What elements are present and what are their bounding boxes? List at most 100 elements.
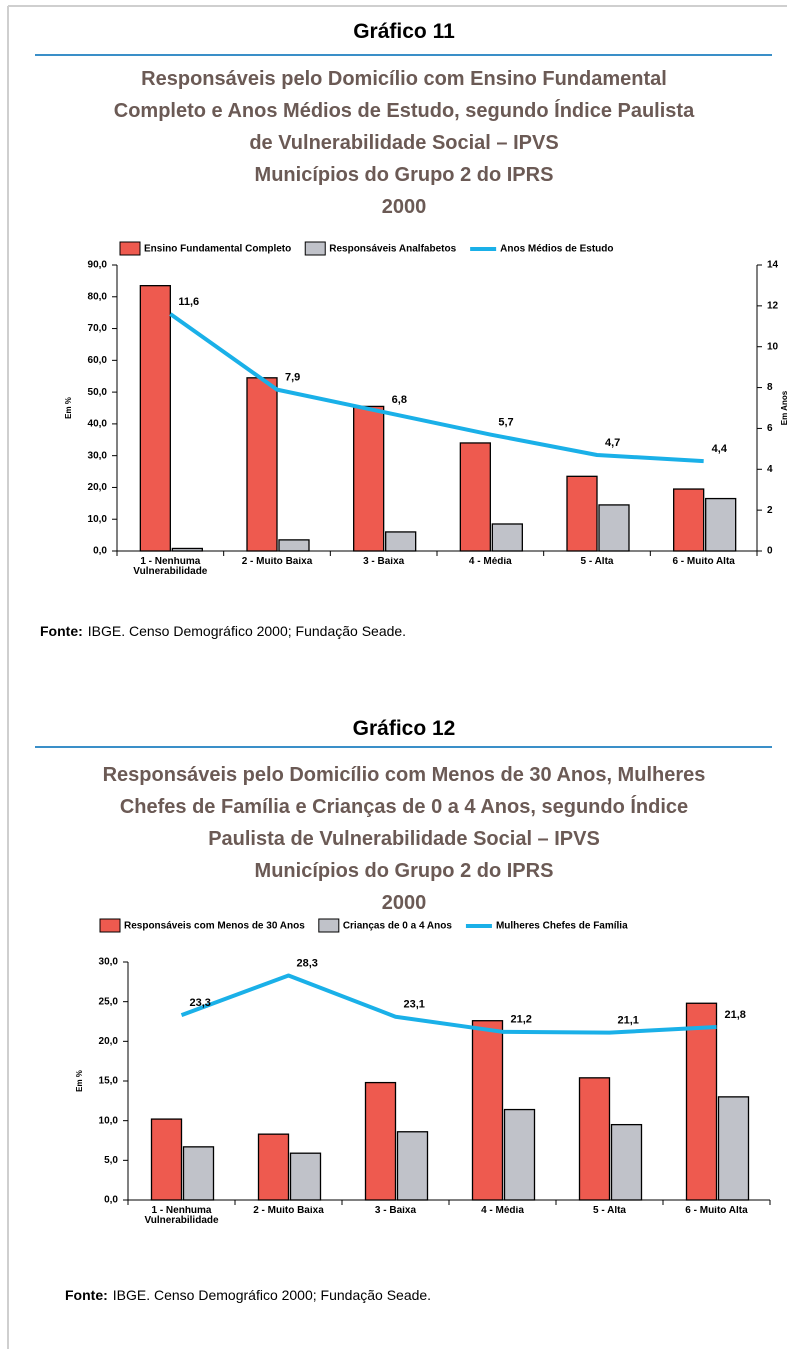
bar xyxy=(150,1118,183,1201)
x-tick-label-box: 3 - Baixa xyxy=(374,1206,417,1216)
data-label: 28,3 xyxy=(297,957,318,969)
bar xyxy=(566,475,598,552)
data-label: 21,8 xyxy=(725,1009,746,1021)
x-tick-label-box: 6 - Muito Alta xyxy=(685,1206,748,1216)
y-axis-label: Em % xyxy=(75,1070,84,1092)
bar xyxy=(705,497,737,552)
source-label: Fonte: xyxy=(65,1287,108,1303)
y2-tick-label: 6 xyxy=(767,423,773,434)
data-label: 4,4 xyxy=(712,443,728,455)
x-tick-label: 3 - Baixa xyxy=(374,1206,417,1216)
chart-title: 2000 xyxy=(382,892,427,914)
legend-label: Ensino Fundamental Completo xyxy=(144,244,291,255)
x-tick-label: 6 - Muito Alta xyxy=(672,557,735,567)
bar xyxy=(257,1133,290,1201)
x-tick-label-box: 3 - Baixa xyxy=(363,557,404,567)
bar xyxy=(289,1152,322,1201)
legend-swatch xyxy=(304,241,326,256)
data-label: 4,7 xyxy=(605,437,620,449)
y2-tick-label: 14 xyxy=(767,260,779,271)
chart-title: Paulista de Vulnerabilidade Social – IPV… xyxy=(208,828,600,850)
legend-label: Crianças de 0 a 4 Anos xyxy=(343,921,453,932)
y-tick-label: 40,0 xyxy=(88,419,108,430)
data-label: 5,7 xyxy=(498,416,513,428)
chart-title: Responsáveis pelo Domicílio com Ensino F… xyxy=(141,68,667,90)
y-tick-label: 20,0 xyxy=(99,1036,119,1047)
bar xyxy=(471,1020,504,1201)
legend-label: Mulheres Chefes de Família xyxy=(496,921,628,932)
bar xyxy=(353,405,385,552)
bar xyxy=(673,488,705,552)
y-tick-label: 10,0 xyxy=(99,1115,119,1126)
y2-tick-label: 12 xyxy=(767,300,779,311)
data-label: 6,8 xyxy=(392,394,407,406)
x-tick-label: 6 - Muito Alta xyxy=(685,1206,748,1216)
x-tick-label-box: 1 - Nenhuma Vulnerabilidade xyxy=(133,557,208,577)
x-tick-label-box: 2 - Muito Baixa xyxy=(253,1206,324,1216)
bar xyxy=(278,539,310,552)
y2-tick-label: 0 xyxy=(767,546,773,557)
chart-label: Gráfico 11 xyxy=(353,20,455,43)
x-tick-label-box: 5 - Alta xyxy=(593,1206,626,1216)
chart-title: Completo e Anos Médios de Estudo, segund… xyxy=(114,99,695,122)
source-text: IBGE. Censo Demográfico 2000; Fundação S… xyxy=(113,1287,431,1303)
bar xyxy=(503,1108,536,1201)
x-tick-label-box: 6 - Muito Alta xyxy=(672,557,735,567)
bar xyxy=(364,1081,397,1201)
x-tick-label-box: 4 - Média xyxy=(468,557,512,567)
legend-label: Responsáveis Analfabetos xyxy=(329,244,456,255)
x-tick-label: 2 - Muito Baixa xyxy=(253,1206,324,1216)
y-tick-label: 30,0 xyxy=(88,450,108,461)
y2-tick-label: 10 xyxy=(767,341,779,352)
bar xyxy=(139,285,171,552)
bar xyxy=(182,1146,215,1201)
line-series xyxy=(180,973,717,1035)
bar xyxy=(717,1096,750,1201)
x-tick-label: 4 - Média xyxy=(468,557,512,567)
x-tick-label-box: 5 - Alta xyxy=(580,557,614,567)
x-tick-label-box: 4 - Média xyxy=(481,1206,524,1216)
y-tick-label: 50,0 xyxy=(88,387,108,398)
y-tick-label: 0,0 xyxy=(104,1195,118,1206)
y2-tick-label: 2 xyxy=(767,505,773,516)
x-tick-label: 5 - Alta xyxy=(580,557,614,567)
bar xyxy=(171,547,203,552)
bar xyxy=(598,504,630,552)
legend-swatch xyxy=(318,918,340,933)
y-tick-label: 5,0 xyxy=(104,1155,118,1166)
x-tick-label-box: 2 - Muito Baixa xyxy=(241,557,313,567)
y-tick-label: 30,0 xyxy=(99,957,119,968)
y-tick-label: 90,0 xyxy=(88,260,108,271)
y-tick-label: 25,0 xyxy=(99,996,119,1007)
y-tick-label: 70,0 xyxy=(88,323,108,334)
data-label: 7,9 xyxy=(285,372,300,384)
y-tick-label: 0,0 xyxy=(93,546,107,557)
y2-tick-label: 4 xyxy=(767,464,773,475)
data-label: 23,1 xyxy=(404,999,425,1011)
y-tick-label: 20,0 xyxy=(88,482,108,493)
source: Fonte: IBGE. Censo Demográfico 2000; Fund… xyxy=(40,623,406,639)
x-tick-label: 2 - Muito Baixa xyxy=(241,557,313,567)
legend-swatch xyxy=(119,241,141,256)
source: Fonte: IBGE. Censo Demográfico 2000; Fund… xyxy=(65,1287,431,1303)
y-tick-label: 80,0 xyxy=(88,291,108,302)
bar xyxy=(246,377,278,552)
bar xyxy=(459,442,491,552)
x-tick-label: 1 - Nenhuma Vulnerabilidade xyxy=(144,1206,219,1226)
x-tick-label: 4 - Média xyxy=(481,1206,524,1216)
y-tick-label: 10,0 xyxy=(88,514,108,525)
y2-axis-label: Em Anos xyxy=(780,390,787,425)
source-label: Fonte: xyxy=(40,623,83,639)
chart-title: Municípios do Grupo 2 do IPRS xyxy=(255,860,554,882)
bar xyxy=(491,523,523,552)
y-tick-label: 15,0 xyxy=(99,1076,119,1087)
chart-title: Responsáveis pelo Domicílio com Menos de… xyxy=(103,764,706,786)
bar xyxy=(385,531,417,552)
chart-title: 2000 xyxy=(382,196,427,218)
x-tick-label-box: 1 - Nenhuma Vulnerabilidade xyxy=(144,1206,219,1226)
legend-label: Responsáveis com Menos de 30 Anos xyxy=(124,921,305,932)
y-tick-label: 60,0 xyxy=(88,355,108,366)
chart-title: Chefes de Família e Crianças de 0 a 4 An… xyxy=(120,795,688,818)
x-tick-label: 1 - Nenhuma Vulnerabilidade xyxy=(133,557,208,577)
